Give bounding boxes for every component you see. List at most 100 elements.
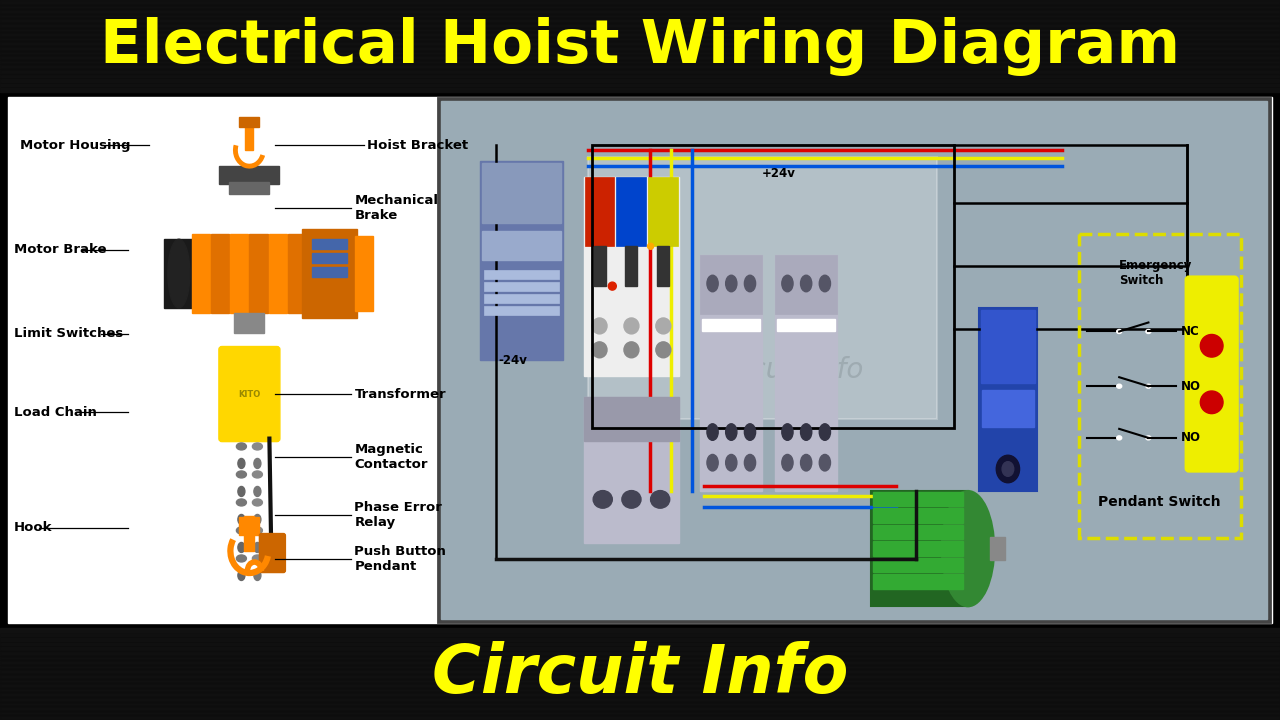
Bar [0,55,1280,60]
Text: Mechanical
Brake: Mechanical Brake [355,194,438,222]
Text: -24v: -24v [498,354,527,366]
Bar [588,157,937,419]
Bar [229,182,269,194]
Text: Magnetic
Contactor: Magnetic Contactor [355,443,428,471]
FancyBboxPatch shape [1187,276,1238,472]
Text: NO: NO [1181,431,1201,444]
Text: Circuit Info: Circuit Info [431,641,849,707]
Bar [250,234,268,312]
Bar [873,558,963,572]
Ellipse shape [726,275,737,292]
Text: Motor Housing: Motor Housing [20,139,131,152]
Bar [585,176,614,246]
Ellipse shape [1201,335,1222,357]
Bar [481,230,561,261]
Ellipse shape [655,318,671,334]
Bar [0,4,1280,9]
Ellipse shape [1116,384,1121,388]
Bar [982,390,1034,427]
Bar [288,234,306,312]
Bar [230,234,248,312]
Bar [700,255,763,491]
Ellipse shape [608,282,616,290]
Ellipse shape [800,275,812,292]
Ellipse shape [237,443,246,450]
Bar [0,711,1280,716]
Bar [701,319,760,330]
Bar [0,83,1280,87]
Ellipse shape [745,275,755,292]
Ellipse shape [996,455,1020,482]
Ellipse shape [800,424,812,441]
Text: Phase Error
Relay: Phase Error Relay [355,500,443,528]
Ellipse shape [253,570,261,580]
Bar [0,716,1280,720]
Text: Hook: Hook [14,521,52,534]
Bar [0,628,1280,633]
Bar [244,516,255,551]
Ellipse shape [707,454,718,471]
Ellipse shape [655,342,671,358]
Bar [0,78,1280,83]
Bar [239,517,260,535]
Bar [0,32,1280,37]
Bar [591,145,954,428]
Bar [192,234,210,312]
Bar [0,674,1280,678]
Text: Push Button
Pendant: Push Button Pendant [355,545,447,573]
Ellipse shape [623,342,639,358]
Ellipse shape [168,239,189,308]
Ellipse shape [707,275,718,292]
Bar [0,665,1280,670]
Ellipse shape [593,342,607,358]
Ellipse shape [238,542,244,552]
Bar [0,73,1280,78]
Bar [0,637,1280,642]
Text: Limit Switches: Limit Switches [14,328,123,341]
Ellipse shape [942,491,995,606]
Bar [246,125,253,150]
Ellipse shape [622,490,641,508]
Bar [0,701,1280,706]
Bar [584,176,680,376]
Bar [269,234,287,312]
Bar [584,397,680,441]
Ellipse shape [782,454,794,471]
Ellipse shape [252,499,262,506]
Ellipse shape [253,515,261,524]
Bar [991,537,1005,560]
Ellipse shape [1002,462,1014,477]
Ellipse shape [237,471,246,478]
Bar [0,23,1280,27]
Bar [0,697,1280,701]
Bar [980,310,1036,383]
Bar [774,255,837,491]
Text: Transformer: Transformer [355,387,445,400]
Bar [484,282,559,292]
Bar [979,307,1037,491]
Bar [8,97,1272,623]
Bar [0,651,1280,656]
Ellipse shape [253,487,261,497]
Bar [0,9,1280,14]
Bar [312,267,347,277]
Bar [0,660,1280,665]
Bar [164,239,193,308]
Bar [0,50,1280,55]
Text: +24v: +24v [762,168,796,181]
Bar [10,98,430,622]
Ellipse shape [1116,330,1121,333]
Bar [0,642,1280,647]
Ellipse shape [252,443,262,450]
Ellipse shape [252,555,262,562]
Ellipse shape [237,527,246,534]
Bar [0,706,1280,711]
Ellipse shape [819,275,831,292]
Bar [355,236,372,311]
Bar [617,176,646,246]
Text: Hoist Bracket: Hoist Bracket [367,139,468,152]
Ellipse shape [253,542,261,552]
Bar [774,255,837,314]
Bar [0,27,1280,32]
Bar [234,312,265,333]
